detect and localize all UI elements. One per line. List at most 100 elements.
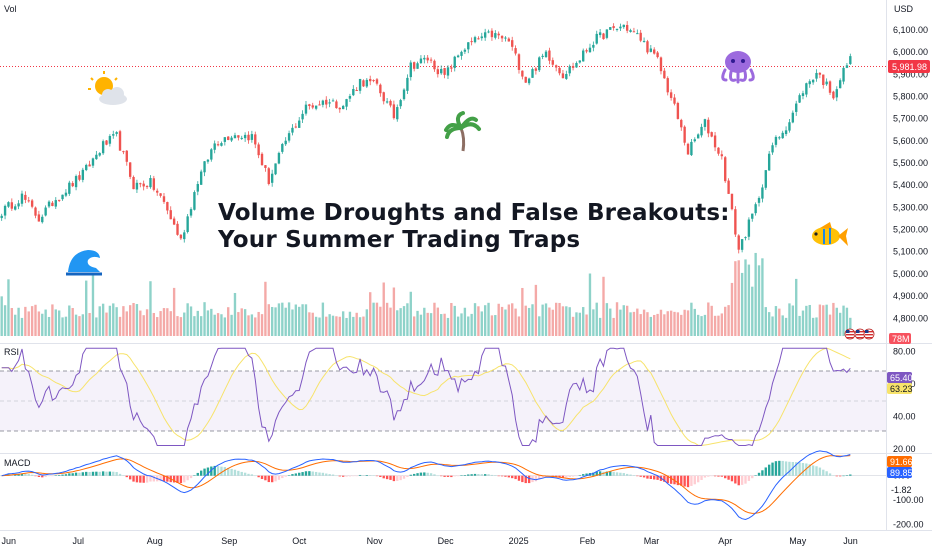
macd-histogram-bar [301, 472, 304, 476]
volume-bar [666, 311, 669, 336]
volume-bar [480, 311, 483, 336]
macd-histogram-bar [622, 473, 625, 476]
candle-body [291, 127, 294, 133]
volume-bar [71, 308, 74, 336]
macd-tick-label: -100.00 [893, 495, 924, 505]
macd-histogram-bar [801, 463, 805, 476]
time-tick-label: Nov [367, 536, 384, 546]
candle-body [0, 215, 3, 219]
candle-body [724, 157, 727, 182]
volume-bar [680, 314, 683, 336]
macd-histogram-bar [193, 475, 196, 476]
volume-bar [477, 306, 480, 336]
volume-bar [446, 317, 450, 336]
candle-body [538, 57, 541, 71]
candle-body [514, 48, 517, 54]
volume-bar [504, 309, 507, 336]
candle-body [473, 37, 477, 43]
volume-bar [193, 316, 196, 336]
candle-body [24, 194, 27, 200]
macd-histogram-bar [419, 472, 423, 476]
macd-histogram-bar [798, 462, 801, 476]
volume-badge: 78M [892, 334, 910, 344]
time-axis-labels[interactable]: Jun Jul Aug Sep Oct Nov Dec 2025 Feb Mar Apr May Jun [2, 536, 858, 546]
price-tick-label: 4,800.00 [893, 313, 928, 323]
candle-body [338, 107, 341, 110]
macd-histogram-bar [294, 473, 298, 476]
macd-histogram-bar [605, 471, 609, 476]
candle-body [98, 153, 101, 156]
candle-body [423, 57, 426, 60]
macd-histogram-bar [267, 475, 270, 483]
volume-bar [798, 315, 801, 336]
macd-histogram-bar [825, 471, 828, 476]
currency-label[interactable]: USD [894, 4, 914, 14]
us-flag-icon[interactable] [854, 328, 866, 340]
candle-body [571, 65, 575, 68]
volume-bar [612, 317, 615, 336]
volume-bar [818, 304, 822, 336]
candle-body [362, 80, 365, 87]
candle-body [85, 164, 88, 171]
macd-histogram-bar [463, 475, 467, 476]
candle-body [213, 143, 216, 150]
macd-histogram-bar [396, 475, 399, 481]
price-tick-label: 5,000.00 [893, 269, 928, 279]
volume-bar [20, 317, 24, 336]
candle-body [561, 73, 565, 79]
volume-bar [210, 308, 213, 336]
candle-body [713, 135, 717, 148]
us-flag-icon[interactable] [844, 328, 856, 340]
candle-body [524, 76, 527, 83]
macd-histogram-bar [811, 465, 815, 476]
volume-bar [341, 311, 345, 336]
candle-body [37, 214, 41, 222]
volume-bar [162, 308, 166, 336]
macd-histogram-bar [166, 475, 169, 482]
candle-body [612, 26, 615, 29]
us-flag-icon[interactable] [863, 328, 875, 340]
candle-body [808, 81, 811, 85]
candle-body [88, 164, 91, 167]
volume-bar [260, 314, 264, 336]
volume-bar [609, 308, 612, 336]
macd-histogram-bar [808, 464, 811, 476]
macd-histogram-bar [277, 475, 281, 480]
macd-histogram-bar [683, 475, 686, 487]
volume-bar [142, 315, 145, 336]
candle-body [622, 24, 625, 28]
macd-histogram-bar [118, 473, 122, 476]
macd-histogram-bar [115, 472, 118, 476]
volume-bar [379, 306, 382, 336]
volume-bar [112, 303, 115, 336]
macd-histogram-bar [541, 475, 544, 479]
macd-value-badge-bg [887, 467, 912, 478]
volume-bar [828, 314, 832, 336]
macd-histogram-bar [625, 473, 629, 476]
volume-bar [304, 304, 308, 336]
volume-bar [822, 305, 825, 336]
candle-body [558, 67, 561, 74]
candle-body [223, 137, 227, 142]
macd-histogram-bar [61, 474, 64, 476]
macd-histogram-bar [592, 472, 595, 476]
price-tick-label: 6,100.00 [893, 25, 928, 35]
candle-body [771, 145, 774, 153]
rsi-tick-label: 20.00 [893, 444, 916, 454]
candle-body [815, 72, 818, 79]
candle-body [429, 59, 433, 61]
time-tick-label: Jun [843, 536, 858, 546]
volume-bar [588, 273, 592, 336]
candle-body [690, 141, 693, 156]
candle-body [74, 176, 78, 188]
candle-body [636, 33, 639, 35]
candle-body [115, 132, 118, 134]
volume-bar [838, 312, 842, 336]
candle-body [791, 112, 795, 123]
volume-bar [791, 305, 795, 336]
volume-bar [673, 311, 676, 336]
time-tick-label: May [789, 536, 807, 546]
macd-histogram-bar [341, 475, 345, 477]
price-axis-labels[interactable]: 4,800.00 4,900.00 5,000.00 5,100.00 5,200.00… [893, 25, 928, 530]
